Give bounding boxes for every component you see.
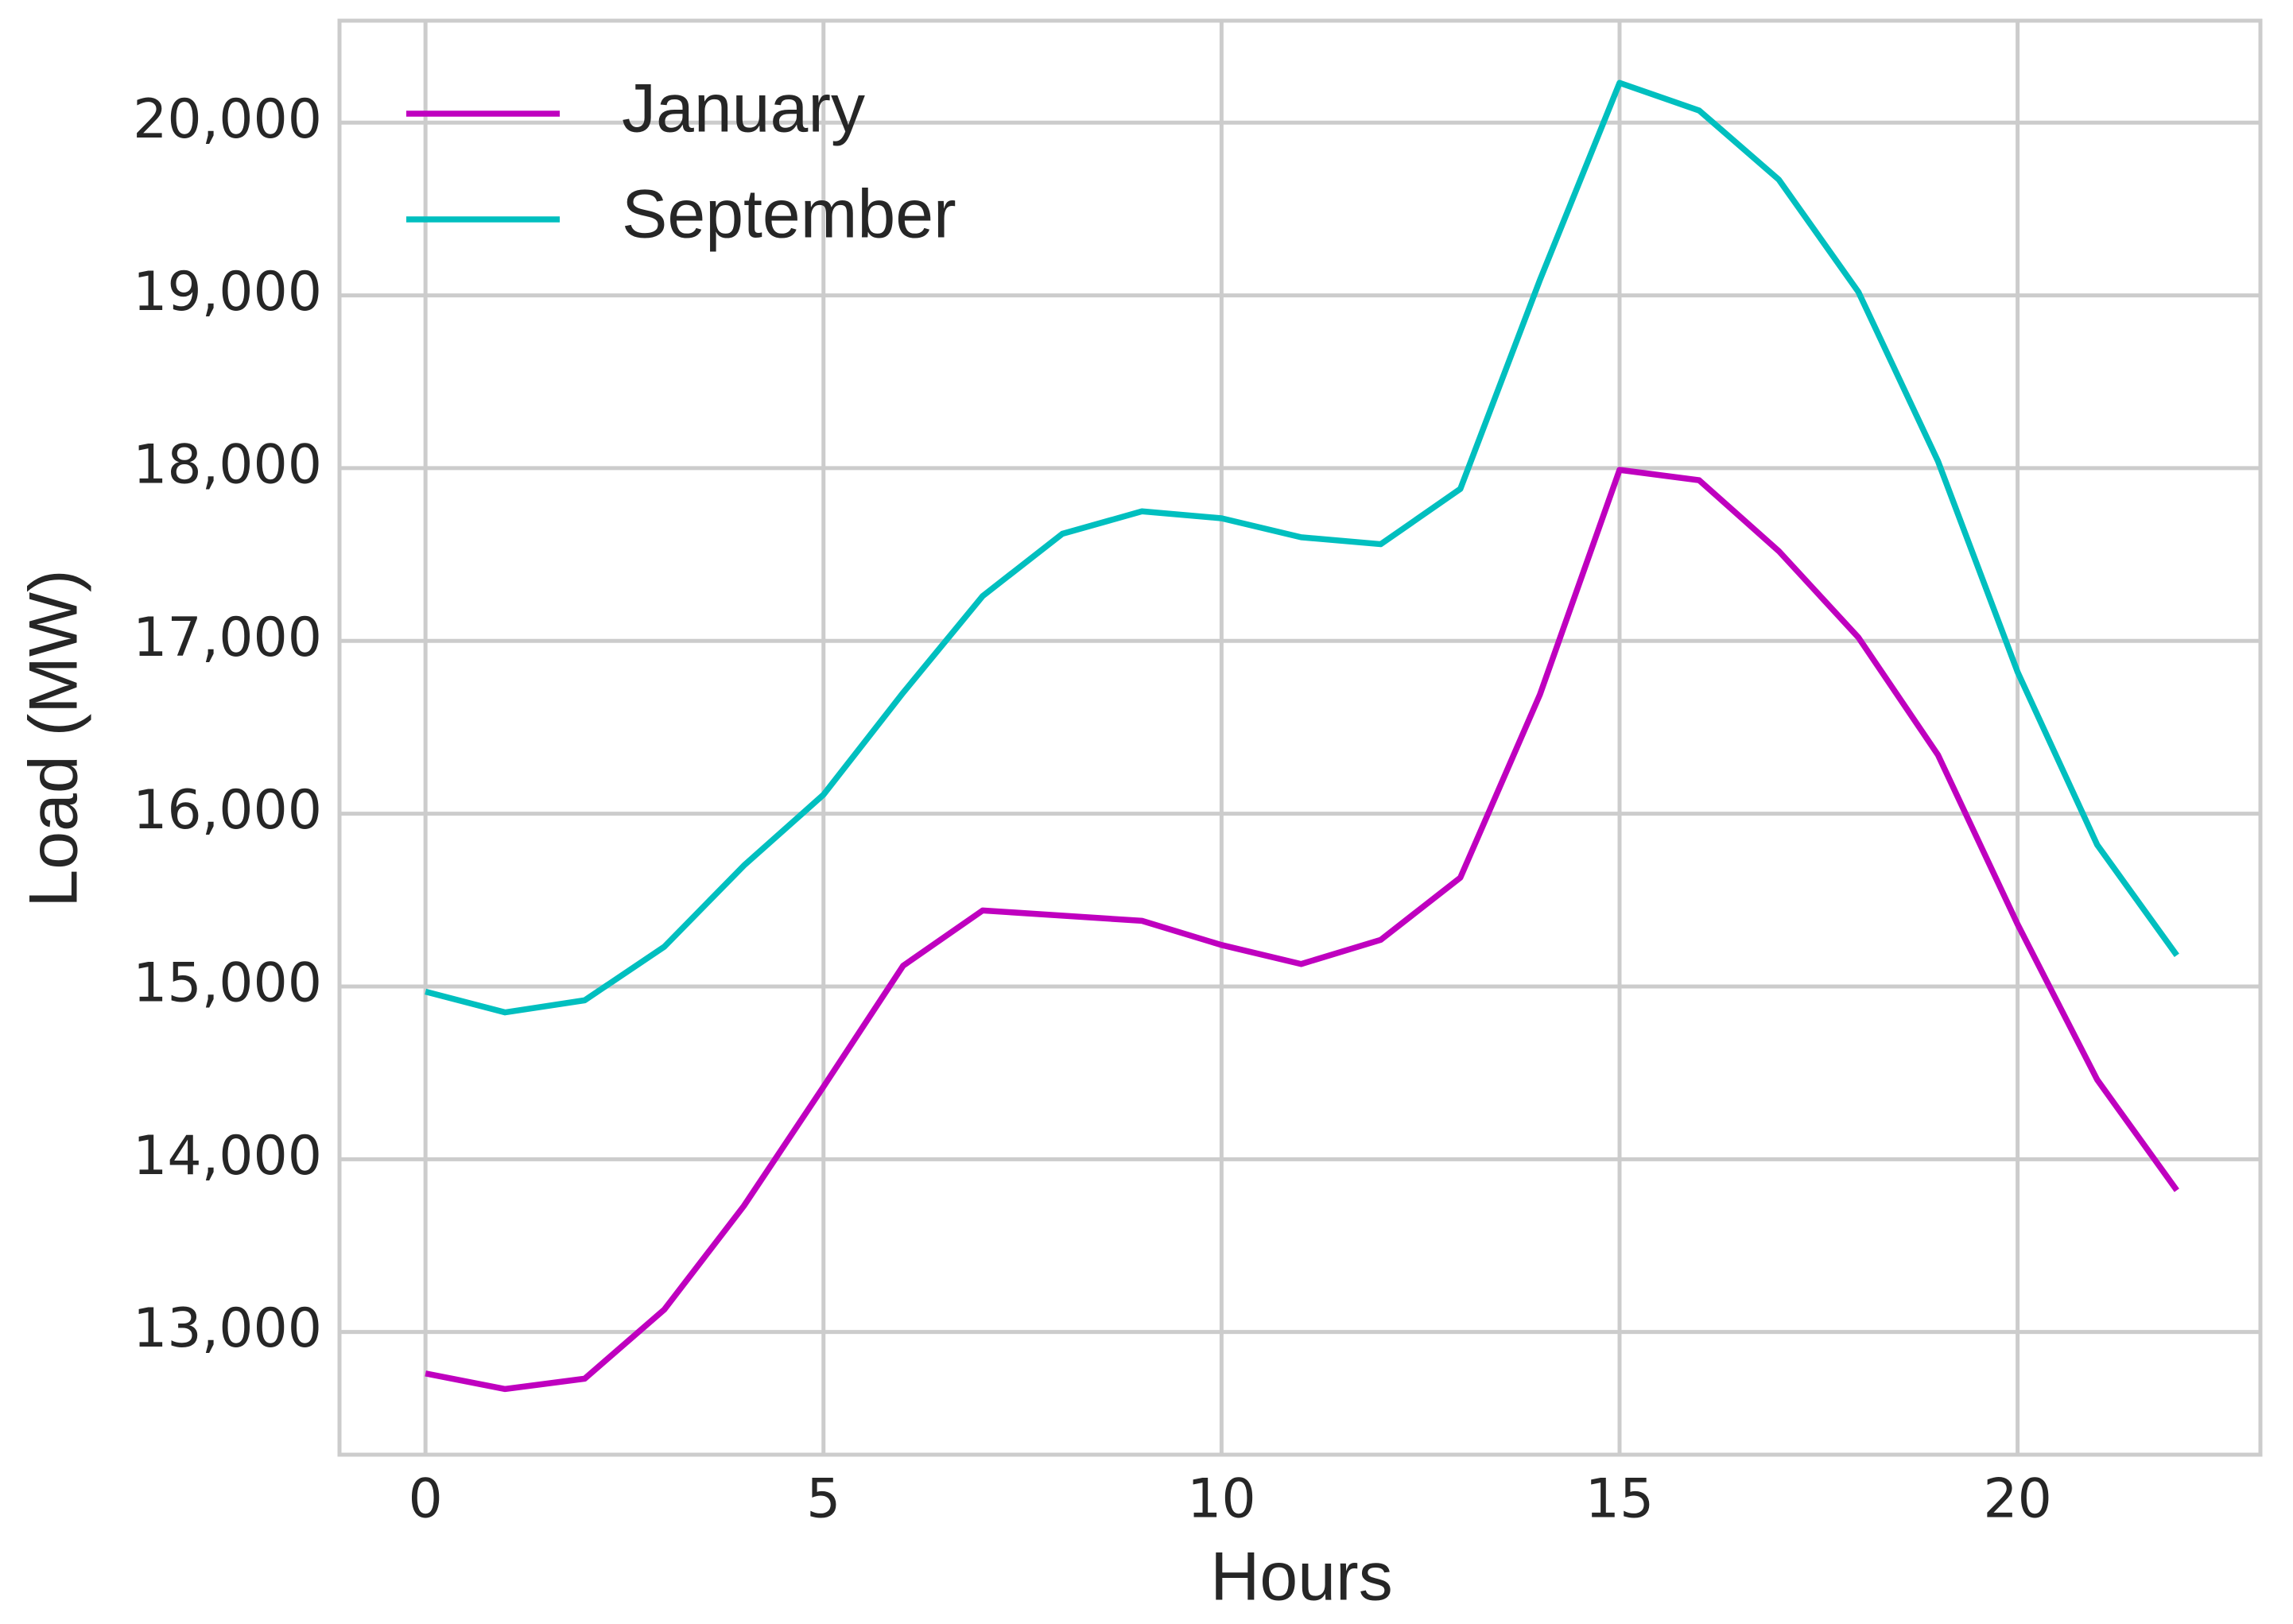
plot-frame	[337, 18, 2263, 1457]
y-tick-label: 18,000	[133, 433, 322, 496]
y-tick-label: 13,000	[133, 1297, 322, 1360]
y-tick-label: 16,000	[133, 779, 322, 842]
x-tick-label: 20	[1983, 1468, 2052, 1531]
line-series	[425, 467, 2179, 1393]
x-axis-label: Hours	[1210, 1539, 1392, 1615]
y-tick-label: 15,000	[133, 952, 322, 1015]
x-tick-label: 0	[409, 1468, 443, 1531]
y-tick-label: 14,000	[133, 1125, 322, 1188]
y-tick-label: 20,000	[133, 88, 322, 151]
y-tick-label: 19,000	[133, 261, 322, 324]
line-series	[425, 79, 2179, 1016]
x-tick-label: 10	[1187, 1468, 1256, 1531]
y-axis-label: Load (MW)	[16, 569, 92, 907]
legend-label: September	[622, 176, 956, 253]
x-tick-label: 15	[1585, 1468, 1655, 1531]
legend-label: January	[622, 71, 865, 147]
y-tick-label: 17,000	[133, 607, 322, 669]
x-tick-label: 5	[806, 1468, 840, 1531]
